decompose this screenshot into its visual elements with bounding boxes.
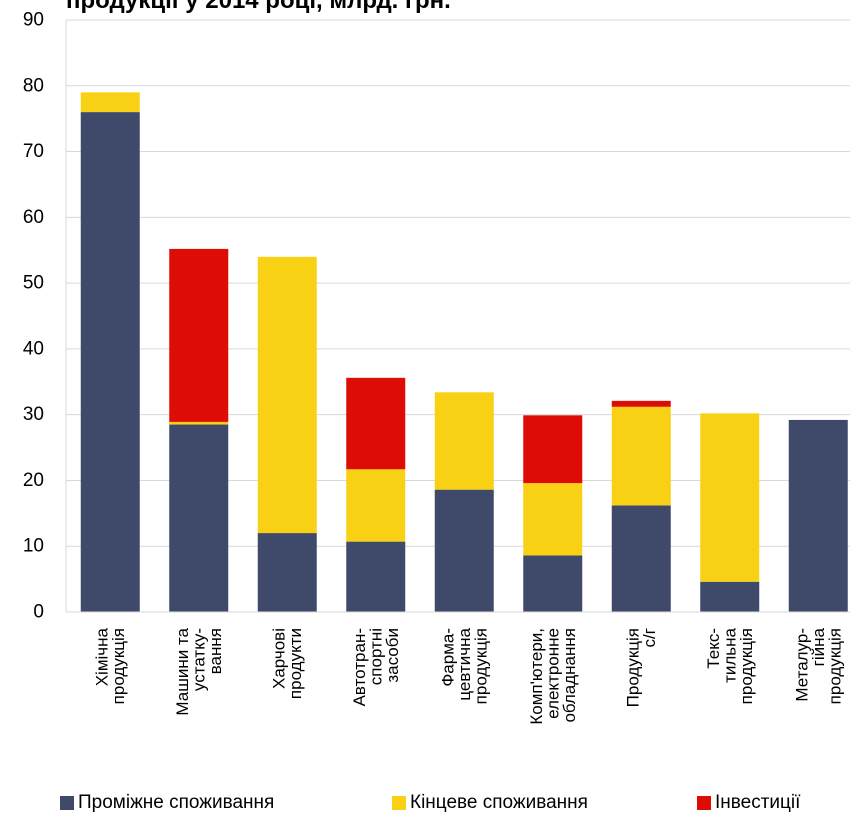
y-tick-label: 70 (23, 141, 44, 162)
x-category-label-line: електронне (543, 628, 562, 719)
legend-item: Проміжне споживання (60, 792, 274, 814)
bar-chart: продукції у 2014 році, млрд. грн. 0 10 20 3… (23, 0, 850, 725)
x-category-label-line: засоби (383, 628, 402, 683)
bar-final (523, 483, 583, 556)
bar-investment (523, 415, 583, 484)
legend-swatch-intermediate (60, 796, 74, 810)
y-tick-label: 90 (23, 10, 44, 31)
bar-final (434, 392, 494, 490)
x-category-label-line: продукція (471, 628, 490, 704)
bar-intermediate (700, 581, 760, 612)
y-tick-label: 10 (23, 536, 44, 557)
y-tick-label: 60 (23, 207, 44, 228)
x-category-label-line: Машини та (173, 627, 192, 715)
y-tick-label: 0 (33, 602, 44, 623)
x-category-label-line: цевтична (455, 627, 474, 700)
bar-intermediate (257, 533, 317, 612)
x-category-label-line: продукція (109, 628, 128, 704)
legend: Проміжне споживання Кінцеве споживання І… (60, 788, 850, 817)
x-category-label-line: продукція (737, 628, 756, 704)
bar-intermediate (523, 555, 583, 612)
y-tick-label: 80 (23, 75, 44, 96)
bar-investment (169, 248, 229, 422)
bar-final (346, 469, 406, 542)
legend-label: Проміжне споживання (78, 792, 275, 813)
bars (80, 92, 848, 612)
x-category-label-line: Автотран- (350, 628, 369, 706)
bar-final (611, 406, 671, 506)
legend-item: Інвестиції (697, 792, 800, 814)
bar-final (169, 421, 229, 425)
x-category-label-line: вання (206, 628, 225, 674)
bar-intermediate (788, 419, 848, 612)
x-category-label-line: обладнання (560, 628, 579, 723)
legend-item: Кінцеве споживання (392, 792, 588, 814)
y-axis-ticks: 0 10 20 30 40 50 60 70 80 90 (23, 10, 44, 623)
chart-title: продукції у 2014 році, млрд. грн. (66, 0, 451, 14)
x-category-label-line: продукція (825, 628, 844, 704)
legend-swatch-final (392, 796, 406, 810)
bar-intermediate (169, 424, 229, 612)
bar-investment (346, 377, 406, 470)
legend-label: Кінцеве споживання (410, 792, 588, 813)
x-category-label-line: Фарма- (438, 628, 457, 687)
x-category-label-line: Хімічна (93, 627, 112, 686)
x-category-label-line: Комп'ютери, (527, 628, 546, 725)
y-tick-label: 20 (23, 470, 44, 491)
bar-intermediate (611, 505, 671, 612)
bar-final (80, 92, 140, 113)
x-category-label-line: Текс- (704, 628, 723, 669)
x-category-label-line: спортні (366, 628, 385, 685)
x-category-label-line: продукти (286, 628, 305, 699)
y-tick-label: 30 (23, 404, 44, 425)
x-category-label-line: гійна (809, 627, 828, 666)
x-category-label-line: устатку- (189, 628, 208, 691)
y-tick-label: 40 (23, 338, 44, 359)
bar-intermediate (346, 541, 406, 612)
legend-swatch-investment (697, 796, 711, 810)
x-category-label-line: тильна (720, 627, 739, 682)
bar-final (257, 256, 317, 534)
legend-label: Інвестиції (715, 792, 801, 813)
x-category-label-line: Металур- (792, 628, 811, 702)
bar-investment (611, 400, 671, 407)
y-tick-label: 50 (23, 273, 44, 294)
x-category-label-line: Продукція (624, 628, 643, 707)
x-category-label-line: с/г (640, 628, 659, 647)
bar-final (700, 413, 760, 582)
bar-intermediate (80, 112, 140, 612)
x-category-label-line: Харчові (270, 628, 289, 689)
bar-intermediate (434, 489, 494, 612)
